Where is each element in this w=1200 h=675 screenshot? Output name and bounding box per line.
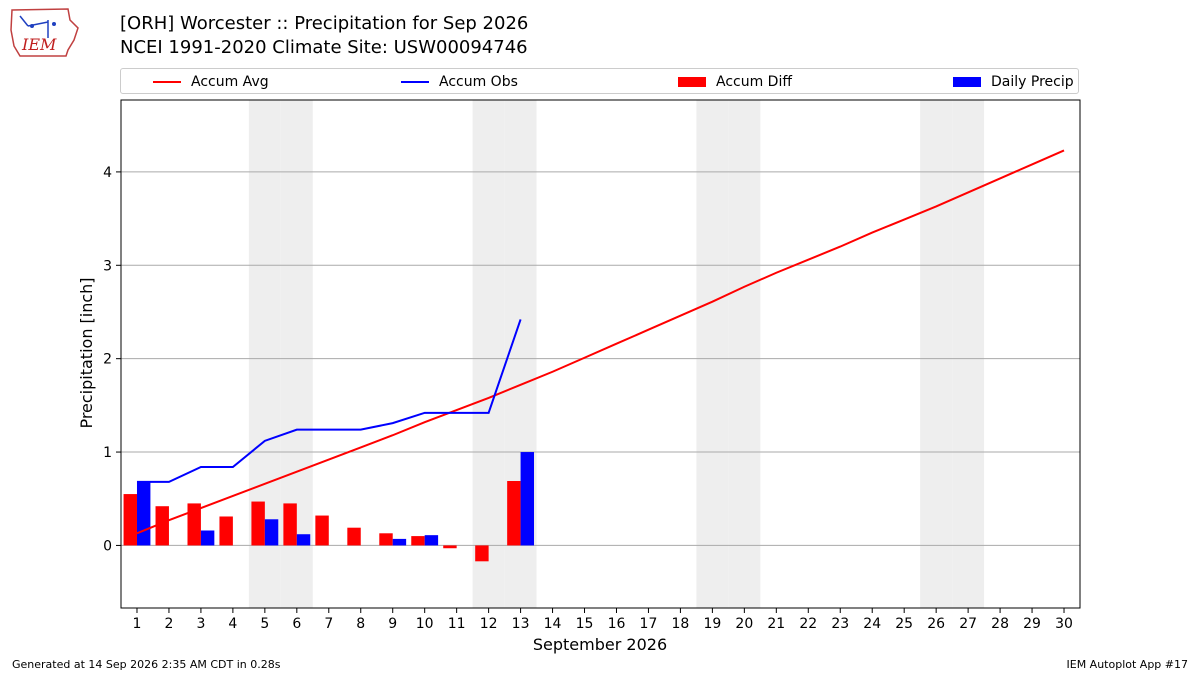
- accum-diff-bar-1: [123, 494, 137, 546]
- accum-diff-bar-5: [251, 501, 265, 546]
- weekend-shade-20: [728, 100, 761, 608]
- weekend-shade-19: [696, 100, 729, 608]
- weekend-shade-27: [952, 100, 985, 608]
- legend-swatch-accum-diff: [678, 77, 706, 87]
- accum-diff-bar-8: [347, 527, 361, 546]
- y-tick-label-4: 4: [103, 165, 112, 181]
- daily-precip-bar-13: [520, 452, 535, 546]
- weekend-shade-12: [472, 100, 505, 608]
- accum-diff-bar-2: [155, 506, 169, 546]
- accum-diff-bar-7: [315, 515, 329, 546]
- accum-diff-bar-6: [283, 503, 297, 546]
- accum-diff-bar-3: [187, 503, 201, 546]
- x-tick-label-17: 17: [640, 616, 658, 632]
- x-tick-label-22: 22: [799, 616, 817, 632]
- y-tick-label-3: 3: [103, 258, 112, 274]
- x-tick-label-20: 20: [735, 616, 753, 632]
- legend-label-accum-avg: Accum Avg: [191, 74, 269, 90]
- x-tick-label-30: 30: [1055, 616, 1073, 632]
- legend-swatch-accum-avg: [153, 81, 181, 83]
- x-axis-label: September 2026: [533, 635, 667, 654]
- footer-app: IEM Autoplot App #17: [1066, 658, 1189, 671]
- legend-item-accum-avg: Accum Avg: [153, 69, 269, 95]
- chart-title: [ORH] Worcester :: Precipitation for Sep…: [120, 13, 529, 34]
- footer-generated: Generated at 14 Sep 2026 2:35 AM CDT in …: [12, 658, 281, 671]
- x-tick-label-8: 8: [356, 616, 365, 632]
- logo-text: IEM: [21, 35, 57, 54]
- legend-item-daily-precip: Daily Precip: [953, 69, 1074, 95]
- y-tick-label-2: 2: [103, 352, 112, 368]
- daily-precip-bar-9: [392, 538, 407, 546]
- x-tick-label-2: 2: [164, 616, 173, 632]
- x-tick-label-25: 25: [895, 616, 913, 632]
- x-tick-label-24: 24: [863, 616, 881, 632]
- daily-precip-bar-5: [264, 519, 279, 546]
- x-tick-label-26: 26: [927, 616, 945, 632]
- iem-logo: IEM: [8, 6, 80, 58]
- legend: Accum Avg Accum Obs Accum Diff Daily Pre…: [120, 68, 1079, 94]
- x-tick-label-5: 5: [260, 616, 269, 632]
- x-tick-label-12: 12: [480, 616, 498, 632]
- weekend-shade-26: [920, 100, 953, 608]
- accum-diff-bar-9: [379, 533, 393, 546]
- daily-precip-bar-6: [296, 534, 311, 546]
- legend-item-accum-obs: Accum Obs: [401, 69, 518, 95]
- x-tick-label-7: 7: [324, 616, 333, 632]
- legend-item-accum-diff: Accum Diff: [678, 69, 792, 95]
- x-tick-label-16: 16: [608, 616, 626, 632]
- legend-swatch-accum-obs: [401, 81, 429, 83]
- accum-diff-bar-11: [443, 545, 457, 549]
- y-tick-label-1: 1: [103, 445, 112, 461]
- legend-label-daily-precip: Daily Precip: [991, 74, 1074, 90]
- accum-diff-bar-4: [219, 516, 233, 546]
- plot-frame: [120, 99, 1081, 609]
- x-tick-label-28: 28: [991, 616, 1009, 632]
- x-tick-label-4: 4: [228, 616, 237, 632]
- legend-label-accum-obs: Accum Obs: [439, 74, 518, 90]
- x-tick-label-6: 6: [292, 616, 301, 632]
- x-tick-label-14: 14: [544, 616, 562, 632]
- x-tick-label-23: 23: [831, 616, 849, 632]
- x-tick-label-27: 27: [959, 616, 977, 632]
- y-tick-label-0: 0: [103, 538, 112, 554]
- x-tick-label-9: 9: [388, 616, 397, 632]
- x-tick-label-11: 11: [448, 616, 466, 632]
- accum-diff-bar-10: [411, 536, 425, 546]
- x-tick-label-10: 10: [416, 616, 434, 632]
- x-tick-label-18: 18: [672, 616, 690, 632]
- legend-swatch-daily-precip: [953, 77, 981, 87]
- accum-avg-line: [136, 149, 1065, 535]
- accum-obs-line: [136, 319, 522, 483]
- legend-label-accum-diff: Accum Diff: [716, 74, 793, 90]
- daily-precip-bar-10: [424, 535, 439, 546]
- daily-precip-bar-3: [200, 530, 215, 546]
- x-tick-label-21: 21: [767, 616, 785, 632]
- x-tick-label-13: 13: [512, 616, 530, 632]
- accum-diff-bar-12: [475, 545, 489, 562]
- x-tick-label-19: 19: [703, 616, 721, 632]
- x-tick-label-3: 3: [196, 616, 205, 632]
- daily-precip-bar-1: [136, 481, 151, 546]
- y-axis-label: Precipitation [inch]: [77, 277, 96, 428]
- accum-diff-bar-13: [507, 481, 521, 546]
- x-tick-label-29: 29: [1023, 616, 1041, 632]
- x-tick-label-1: 1: [133, 616, 142, 632]
- chart-subtitle: NCEI 1991-2020 Climate Site: USW00094746: [120, 37, 528, 58]
- x-tick-label-15: 15: [576, 616, 594, 632]
